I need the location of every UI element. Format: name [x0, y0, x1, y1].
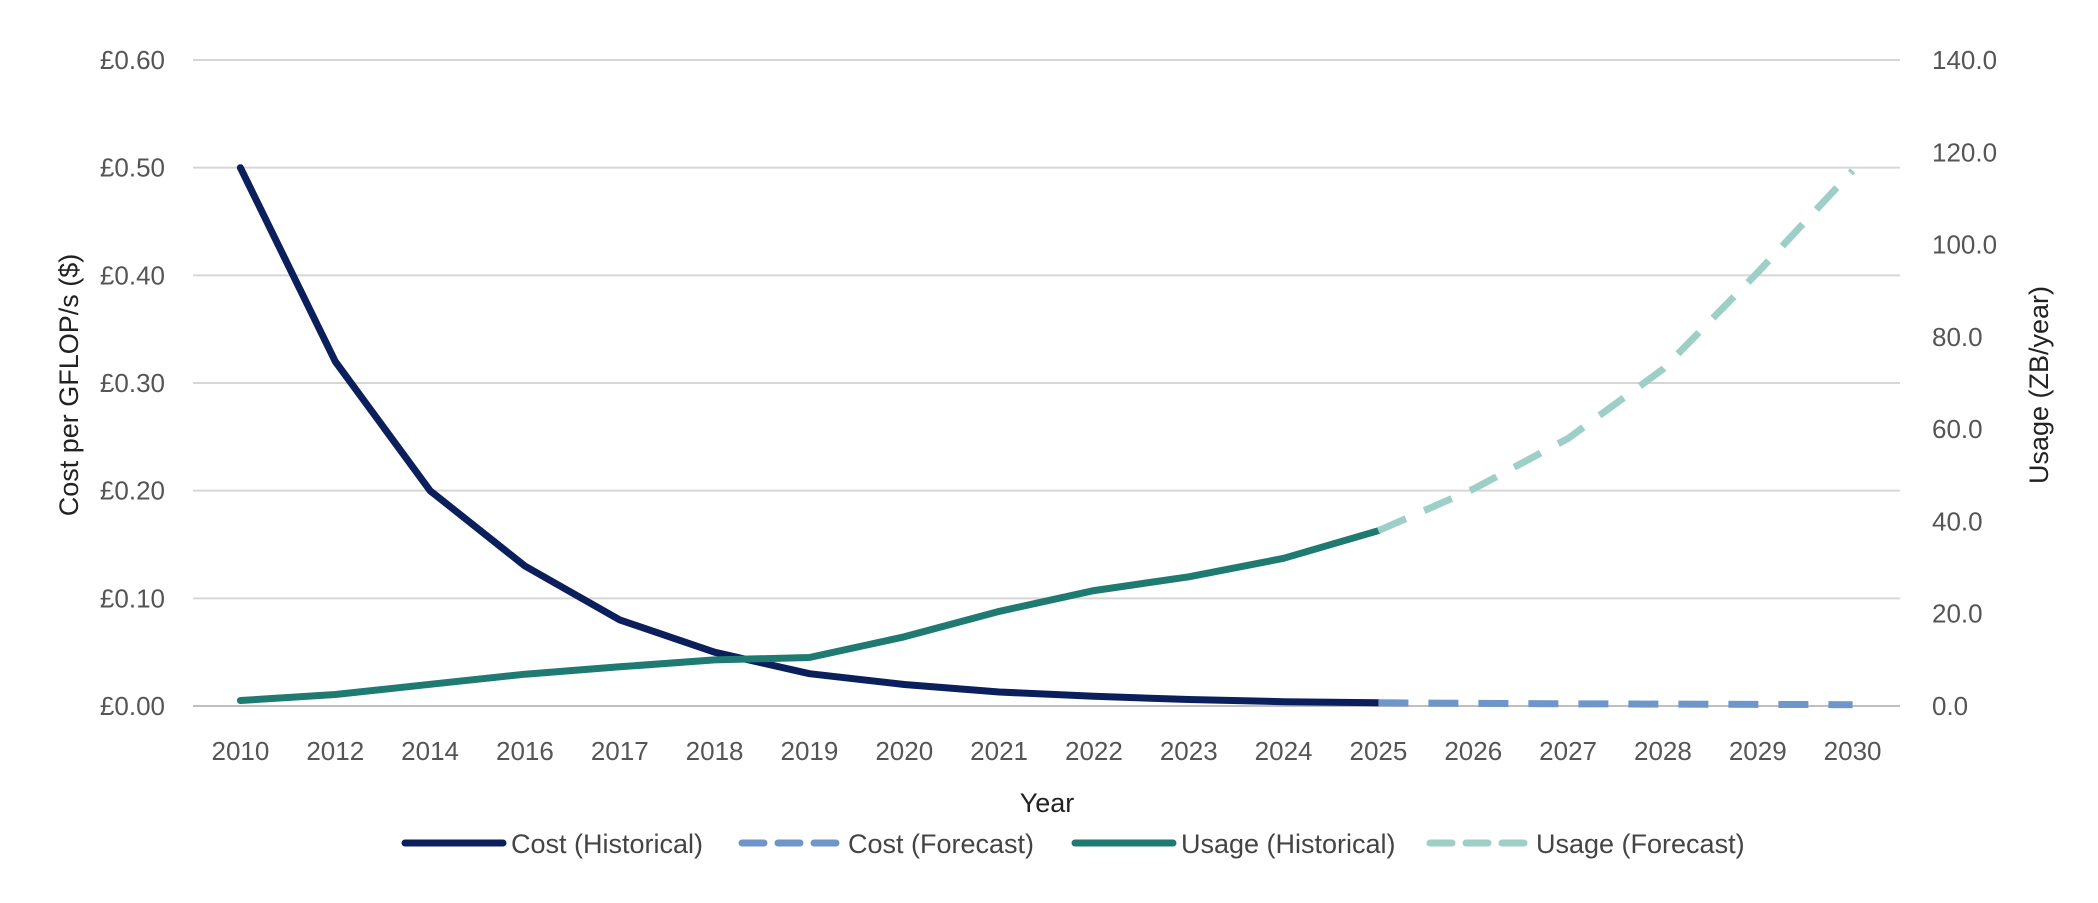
y-right-tick-label: 120.0 [1932, 137, 1997, 167]
x-tick-label: 2030 [1824, 736, 1882, 766]
y-left-tick-label: £0.40 [100, 260, 165, 290]
y-right-tick-label: 80.0 [1932, 322, 1983, 352]
x-tick-label: 2014 [401, 736, 459, 766]
gridlines [193, 59, 1900, 707]
series-line-usage-historical [236, 527, 1382, 704]
y-left-tick-label: £0.50 [100, 153, 165, 183]
right-axis-ticks: 0.0 20.0 40.0 60.0 80.0 100.0 120.0 140.0 [1932, 45, 1997, 721]
x-tick-label: 2012 [306, 736, 364, 766]
x-tick-label: 2028 [1634, 736, 1692, 766]
series-line-cost-forecast [1378, 699, 1853, 709]
x-tick-label: 2024 [1255, 736, 1313, 766]
x-tick-label: 2019 [780, 736, 838, 766]
x-tick-label: 2023 [1160, 736, 1218, 766]
legend-label: Cost (Historical) [511, 829, 703, 859]
y-right-tick-label: 100.0 [1932, 230, 1997, 260]
left-axis-ticks: £0.00 £0.10 £0.20 £0.30 £0.40 £0.50 £0.60 [100, 45, 165, 721]
legend: Cost (Historical) Cost (Forecast) Usage (H… [401, 829, 1745, 859]
x-tick-label: 2017 [591, 736, 649, 766]
y-left-tick-label: £0.20 [100, 476, 165, 506]
y-right-tick-label: 140.0 [1932, 45, 1997, 75]
x-tick-label: 2020 [875, 736, 933, 766]
y-right-tick-label: 0.0 [1932, 691, 1968, 721]
series-lines [236, 164, 1856, 709]
x-axis-ticks: 2010 2012 2014 2016 2017 2018 2019 2020 2021 2022… [211, 736, 1881, 766]
y-right-tick-label: 20.0 [1932, 599, 1983, 629]
y-right-tick-label: 40.0 [1932, 506, 1983, 536]
legend-label: Usage (Historical) [1181, 829, 1396, 859]
x-tick-label: 2029 [1729, 736, 1787, 766]
x-tick-label: 2021 [970, 736, 1028, 766]
x-tick-label: 2022 [1065, 736, 1123, 766]
x-axis-title: Year [1020, 788, 1075, 818]
x-tick-label: 2027 [1539, 736, 1597, 766]
y-left-tick-label: £0.10 [100, 583, 165, 613]
series-line-usage-forecast [1376, 168, 1856, 534]
y-axis-right-title: Usage (ZB/year) [2024, 286, 2054, 484]
x-tick-label: 2010 [211, 736, 269, 766]
x-tick-label: 2025 [1349, 736, 1407, 766]
y-left-tick-label: £0.30 [100, 368, 165, 398]
x-tick-label: 2026 [1444, 736, 1502, 766]
y-axis-left-title: Cost per GFLOP/s ($) [54, 254, 84, 517]
legend-label: Cost (Forecast) [848, 829, 1034, 859]
x-tick-label: 2016 [496, 736, 554, 766]
y-right-tick-label: 60.0 [1932, 414, 1983, 444]
y-left-tick-label: £0.00 [100, 691, 165, 721]
legend-label: Usage (Forecast) [1536, 829, 1745, 859]
x-tick-label: 2018 [686, 736, 744, 766]
y-left-tick-label: £0.60 [100, 45, 165, 75]
series-line-cost-historical [236, 164, 1382, 707]
